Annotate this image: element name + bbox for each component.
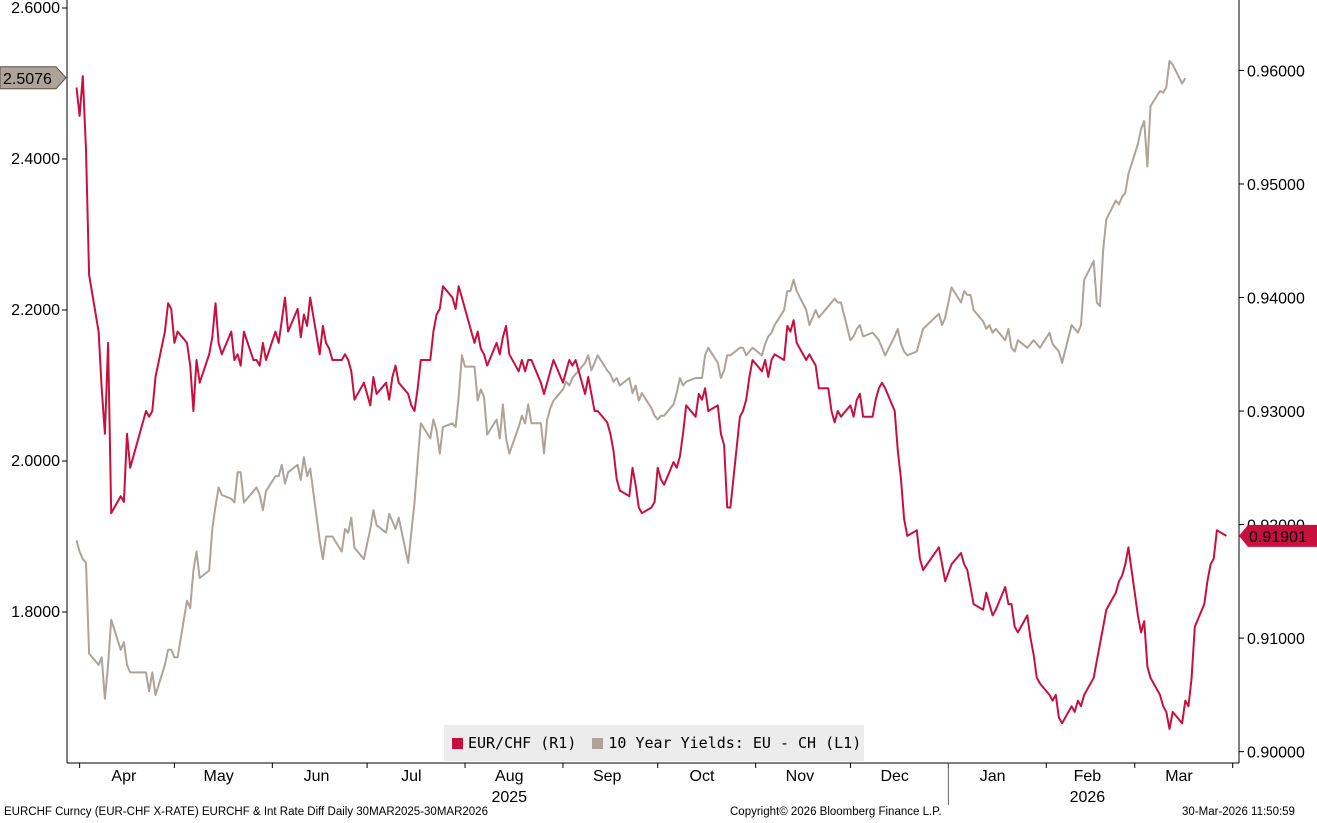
series-lines — [75, 59, 1227, 730]
right-tick-label: 0.93000 — [1247, 404, 1305, 421]
axes: 1.8000 2.0000 2.2000 2.4000 2.6000 0.90000 0.9… — [11, 0, 1305, 806]
month-label: Dec — [880, 768, 908, 785]
left-tick-label: 2.6000 — [11, 0, 60, 17]
month-label: Jan — [980, 768, 1006, 785]
year-label: 2025 — [491, 789, 527, 806]
legend-item-yield-diff: 10 Year Yields: EU - CH (L1) — [592, 734, 861, 752]
month-label: Jul — [401, 768, 421, 785]
right-tick-label: 0.95000 — [1247, 177, 1305, 194]
left-tick-label: 2.0000 — [11, 453, 60, 470]
left-last-value-badge — [0, 66, 67, 90]
last-value-labels: 2.5076 0.91901 — [0, 66, 1317, 547]
legend-swatch-yield-diff — [592, 737, 604, 749]
month-label: May — [204, 768, 234, 785]
left-tick-label: 2.4000 — [11, 151, 60, 168]
series-line-yield-diff — [75, 59, 1187, 700]
month-label: Nov — [786, 768, 814, 785]
legend-label-eurchf: EUR/CHF (R1) — [468, 734, 577, 752]
legend-label-yield-diff: 10 Year Yields: EU - CH (L1) — [608, 734, 862, 752]
legend-item-eurchf: EUR/CHF (R1) — [452, 734, 576, 752]
footer-timestamp: 30-Mar-2026 11:50:59 — [1182, 806, 1295, 818]
right-last-value-badge — [1239, 524, 1317, 547]
right-tick-label: 0.90000 — [1247, 745, 1305, 762]
left-tick-label: 2.2000 — [11, 302, 60, 319]
left-tick-label: 1.8000 — [11, 604, 60, 621]
right-tick-label: 0.94000 — [1247, 291, 1305, 308]
month-label: Feb — [1074, 768, 1102, 785]
footer-copyright: Copyright© 2026 Bloomberg Finance L.P. — [730, 806, 942, 818]
month-label: Sep — [593, 768, 622, 785]
month-label: Mar — [1165, 768, 1193, 785]
month-label: Jun — [304, 768, 330, 785]
footer-source: EURCHF Curncy (EUR-CHF X-RATE) EURCHF & … — [4, 806, 488, 818]
right-tick-label: 0.96000 — [1247, 63, 1305, 80]
legend: EUR/CHF (R1) 10 Year Yields: EU - CH (L1… — [444, 725, 864, 761]
left-last-value-label: 2.5076 — [3, 71, 52, 88]
month-label: Apr — [111, 768, 137, 785]
legend-swatch-eurchf — [452, 737, 463, 749]
right-tick-label: 0.91000 — [1247, 631, 1305, 648]
right-last-value-label: 0.91901 — [1249, 529, 1307, 546]
year-label: 2026 — [1070, 789, 1106, 806]
month-label: Aug — [495, 768, 523, 785]
series-line-eurchf — [75, 75, 1227, 730]
month-label: Oct — [690, 768, 715, 785]
